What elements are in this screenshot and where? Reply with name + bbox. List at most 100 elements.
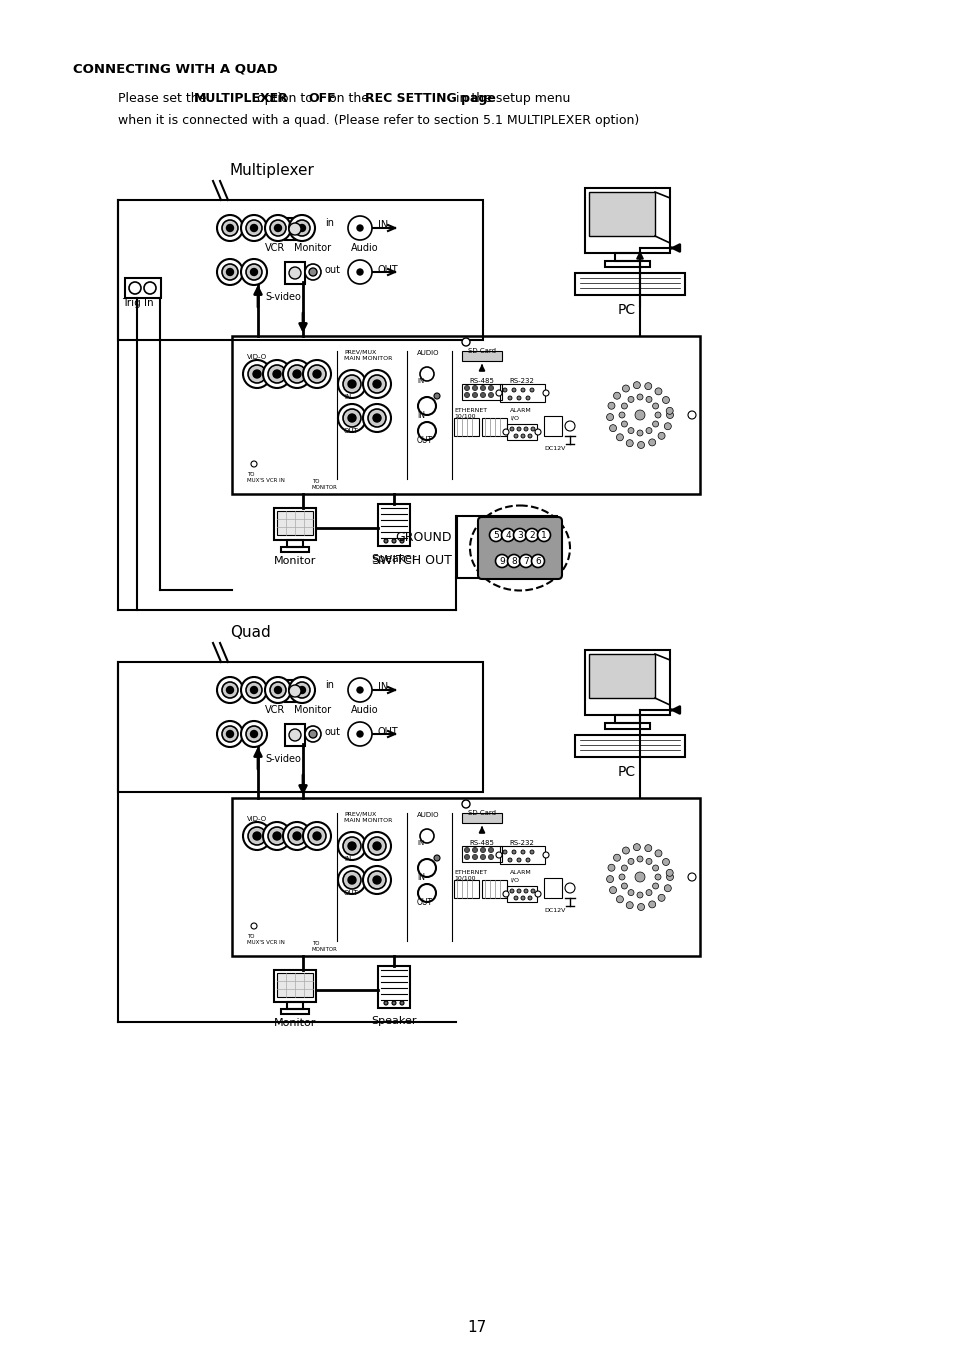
Circle shape <box>464 393 469 397</box>
Circle shape <box>637 892 642 898</box>
Bar <box>461 846 501 862</box>
Circle shape <box>356 688 363 693</box>
Bar <box>274 508 315 540</box>
Circle shape <box>613 392 619 399</box>
Text: when it is connected with a quad. (Please refer to section 5.1 MULTIPLEXER optio: when it is connected with a quad. (Pleas… <box>118 113 639 127</box>
Circle shape <box>373 380 380 388</box>
Circle shape <box>530 388 534 392</box>
Bar <box>281 547 309 553</box>
Circle shape <box>216 215 243 240</box>
Text: DC12V: DC12V <box>543 446 565 451</box>
Circle shape <box>464 385 469 390</box>
Circle shape <box>226 224 233 231</box>
Circle shape <box>273 832 281 840</box>
Circle shape <box>337 404 366 432</box>
Circle shape <box>248 827 266 844</box>
Circle shape <box>620 422 627 427</box>
Text: in: in <box>325 218 334 228</box>
Circle shape <box>294 220 310 236</box>
Text: OUT: OUT <box>377 727 398 738</box>
Circle shape <box>496 852 501 858</box>
Circle shape <box>480 854 485 859</box>
Circle shape <box>368 838 386 855</box>
Bar <box>377 504 410 546</box>
Text: PREV/MUX
MAIN MONITOR: PREV/MUX MAIN MONITOR <box>344 812 392 823</box>
Circle shape <box>283 821 311 850</box>
Text: PC: PC <box>618 303 636 317</box>
Text: OUT: OUT <box>377 265 398 276</box>
Bar <box>588 654 655 698</box>
Circle shape <box>434 855 439 861</box>
Text: OFF: OFF <box>309 92 336 105</box>
Circle shape <box>645 396 651 403</box>
Circle shape <box>251 686 257 693</box>
Circle shape <box>313 370 320 378</box>
Circle shape <box>648 901 655 908</box>
Circle shape <box>251 923 256 929</box>
Text: Quad: Quad <box>230 626 271 640</box>
Circle shape <box>246 263 262 280</box>
Text: Audio: Audio <box>351 243 378 253</box>
Text: OUT: OUT <box>416 898 433 907</box>
Circle shape <box>633 843 639 851</box>
Circle shape <box>392 539 395 543</box>
Circle shape <box>542 390 548 396</box>
Circle shape <box>644 844 651 851</box>
Circle shape <box>520 896 524 900</box>
Circle shape <box>661 858 669 866</box>
Circle shape <box>472 847 477 852</box>
Circle shape <box>309 730 316 738</box>
Circle shape <box>530 850 534 854</box>
Circle shape <box>633 382 639 389</box>
Circle shape <box>564 884 575 893</box>
Circle shape <box>635 409 644 420</box>
Bar <box>584 188 669 253</box>
Circle shape <box>525 396 530 400</box>
Circle shape <box>309 267 316 276</box>
Bar <box>543 416 561 436</box>
Circle shape <box>510 427 514 431</box>
Circle shape <box>627 396 634 403</box>
Text: TO
MONITOR: TO MONITOR <box>312 942 337 952</box>
Text: AUDIO: AUDIO <box>416 350 439 357</box>
Text: OUT: OUT <box>344 428 358 434</box>
Circle shape <box>655 850 661 857</box>
Text: Monitor: Monitor <box>274 1019 315 1028</box>
Circle shape <box>655 874 660 880</box>
Circle shape <box>384 1001 388 1005</box>
Bar <box>285 262 305 284</box>
Circle shape <box>666 412 673 419</box>
Circle shape <box>665 869 673 877</box>
Circle shape <box>542 852 548 858</box>
Text: VCR: VCR <box>265 705 285 715</box>
Circle shape <box>263 359 291 388</box>
Circle shape <box>488 847 493 852</box>
Text: S-video: S-video <box>265 754 300 765</box>
Circle shape <box>627 427 634 434</box>
Circle shape <box>373 842 380 850</box>
Circle shape <box>253 832 261 840</box>
Bar <box>575 735 684 757</box>
Circle shape <box>507 858 512 862</box>
Text: IN: IN <box>377 682 388 692</box>
Circle shape <box>507 396 512 400</box>
Text: OUT: OUT <box>416 436 433 444</box>
Circle shape <box>625 439 633 447</box>
Circle shape <box>502 850 506 854</box>
Text: RS-485: RS-485 <box>469 378 494 384</box>
Bar <box>287 540 303 547</box>
Circle shape <box>525 528 537 542</box>
Circle shape <box>293 832 301 840</box>
Circle shape <box>246 220 262 236</box>
Text: RS-232: RS-232 <box>509 378 534 384</box>
Text: in the setup menu: in the setup menu <box>451 92 570 105</box>
Circle shape <box>373 413 380 422</box>
Circle shape <box>289 215 314 240</box>
Circle shape <box>513 528 526 542</box>
Text: 7: 7 <box>522 557 528 566</box>
Circle shape <box>687 411 696 419</box>
Circle shape <box>464 854 469 859</box>
Circle shape <box>661 396 669 404</box>
Circle shape <box>609 424 616 432</box>
Circle shape <box>243 821 271 850</box>
